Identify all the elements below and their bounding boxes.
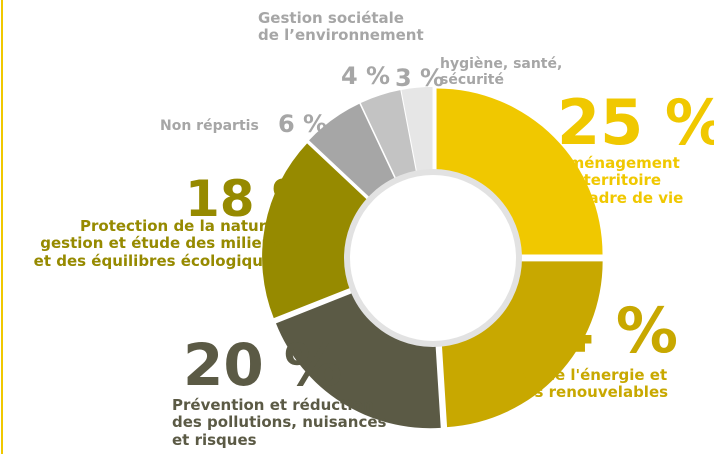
value-label: 18 % xyxy=(185,170,323,228)
donut-segment xyxy=(401,87,433,173)
value-label: 20 % xyxy=(183,331,343,399)
category-label: Aménagement du territoire et cadre de vi… xyxy=(557,154,684,207)
donut-segment xyxy=(441,261,603,428)
value-label: 3 % xyxy=(395,64,445,92)
value-label: 6 % xyxy=(278,110,328,138)
donut-segment xyxy=(309,103,396,198)
value-label: 25 % xyxy=(557,86,714,159)
donut-segment xyxy=(275,292,441,429)
donut-segment xyxy=(436,88,603,255)
category-label: hygiène, santé, sécurité xyxy=(440,56,563,89)
donut-segment xyxy=(262,143,369,319)
category-label: Gestion sociétale de l’environnement xyxy=(258,9,424,45)
donut-hole xyxy=(344,169,522,347)
category-label: Non répartis xyxy=(160,118,259,134)
value-label: 24 % xyxy=(508,294,678,367)
donut-segment xyxy=(360,90,417,180)
value-label: 4 % xyxy=(341,62,391,90)
category-label: Maîtrise de l'énergie et énergies renouv… xyxy=(470,366,669,402)
category-label: Prévention et réduction des pollutions, … xyxy=(172,396,387,449)
category-label: Protection de la nature, gestion et étud… xyxy=(33,217,282,270)
